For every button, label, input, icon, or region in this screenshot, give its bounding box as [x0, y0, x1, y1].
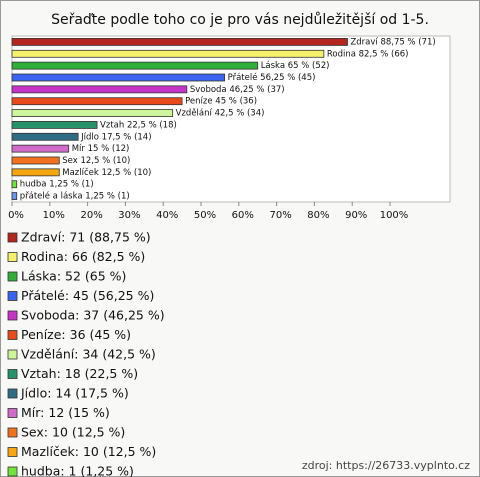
legend-swatch: [7, 330, 18, 340]
bar: [11, 168, 60, 177]
value-label: Vztah 22,5 % (18): [100, 120, 177, 130]
value-label: hudba 1,25 % (1): [20, 180, 94, 190]
bar: [11, 192, 18, 200]
bar: [11, 121, 98, 129]
legend-label: Zdraví: 71 (88,75 %): [21, 230, 151, 245]
x-tick-label: 60%: [232, 210, 254, 221]
bar: [11, 180, 18, 189]
legend-swatch: [7, 466, 18, 477]
legend-label: Přátelé: 45 (56,25 %): [21, 288, 154, 303]
legend-label: Vzdělání: 34 (42,5 %): [21, 347, 156, 362]
legend-label: Peníze: 36 (45 %): [21, 327, 131, 342]
legend-label: Rodina: 66 (82,5 %): [21, 249, 145, 264]
legend-swatch: [7, 252, 18, 262]
x-tick-label: 80%: [307, 210, 329, 221]
bar: [11, 156, 60, 165]
bar: [11, 49, 325, 58]
value-label: Přátelé 56,25 % (45): [228, 72, 316, 83]
bar: [11, 38, 348, 46]
bar: [11, 144, 70, 153]
legend-label: Vztah: 18 (22,5 %): [21, 366, 138, 381]
x-tick-label: 30%: [118, 210, 140, 221]
x-tick-label: 40%: [156, 210, 178, 221]
legend-swatch: [7, 427, 18, 438]
bar: [11, 73, 226, 82]
value-label: Rodina 82,5 % (66): [327, 49, 409, 59]
legend-label: Mazlíček: 10 (12,5 %): [21, 444, 156, 459]
value-label: přátelé a láska 1,25 % (1): [20, 191, 130, 202]
value-label: Vzdělání 42,5 % (34): [176, 109, 265, 119]
bar: [11, 109, 174, 117]
legend-swatch: [7, 408, 18, 418]
legend-swatch: [7, 271, 18, 282]
chart-title: Seřaďte podle toho co je pro vás nejdůle…: [51, 12, 429, 28]
legend-swatch: [7, 349, 18, 360]
value-label: Peníze 45 % (36): [185, 97, 257, 107]
value-label: Mazlíček 12,5 % (10): [62, 167, 151, 178]
legend-label: Svoboda: 37 (46,25 %): [21, 308, 165, 323]
legend-label: Láska: 52 (65 %): [21, 269, 126, 284]
bar: [11, 85, 188, 94]
legend-swatch: [7, 291, 18, 301]
x-tick-label: 0%: [8, 210, 24, 221]
legend-swatch: [7, 310, 18, 321]
value-label: Sex 12,5 % (10): [62, 156, 130, 166]
value-label: Svoboda 46,25 % (37): [190, 85, 285, 95]
value-label: Zdraví 88,75 % (71): [350, 37, 435, 47]
legend-swatch: [7, 369, 18, 379]
bar: [11, 97, 183, 106]
legend-label: Jídlo: 14 (17,5 %): [20, 386, 129, 401]
x-tick-label: 10%: [43, 210, 65, 221]
value-label: Láska 65 % (52): [261, 61, 330, 71]
legend-label: Mír: 12 (15 %): [21, 405, 110, 420]
x-tick-label: 90%: [345, 210, 367, 221]
legend-label: Sex: 10 (12,5 %): [21, 425, 125, 440]
x-tick-label: 70%: [269, 210, 291, 221]
value-label: Jídlo 17,5 % (14): [80, 132, 151, 142]
value-label: Mír 15 % (12): [72, 144, 130, 154]
bar: [11, 61, 259, 70]
source: zdroj: https://26733.vyplnto.cz: [302, 459, 470, 472]
x-tick-label: 50%: [194, 210, 216, 221]
x-tick-label: 20%: [80, 210, 102, 221]
legend-swatch: [7, 447, 18, 457]
legend-swatch: [7, 388, 18, 399]
x-tick-label: 100%: [380, 210, 409, 221]
legend-swatch: [7, 232, 18, 243]
bar: [11, 132, 79, 141]
legend-label: hudba: 1 (1,25 %): [21, 464, 134, 477]
